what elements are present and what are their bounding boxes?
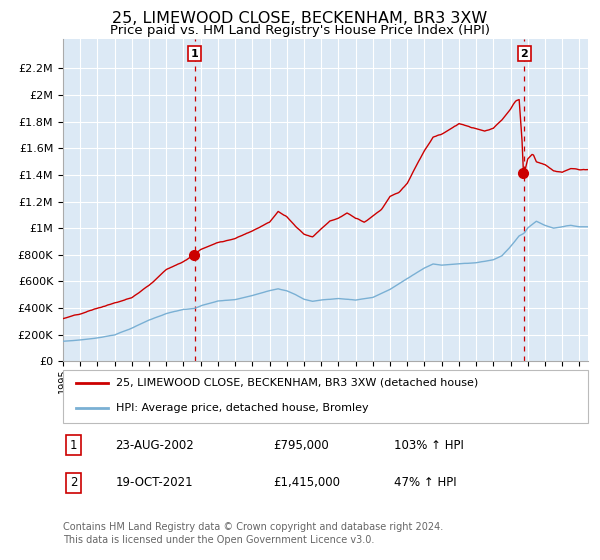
Text: £1,415,000: £1,415,000	[273, 477, 340, 489]
Text: Price paid vs. HM Land Registry's House Price Index (HPI): Price paid vs. HM Land Registry's House …	[110, 24, 490, 37]
Text: 25, LIMEWOOD CLOSE, BECKENHAM, BR3 3XW (detached house): 25, LIMEWOOD CLOSE, BECKENHAM, BR3 3XW (…	[115, 378, 478, 388]
Text: 103% ↑ HPI: 103% ↑ HPI	[394, 438, 464, 451]
FancyBboxPatch shape	[63, 370, 588, 423]
Text: 1: 1	[70, 438, 77, 451]
Text: 25, LIMEWOOD CLOSE, BECKENHAM, BR3 3XW: 25, LIMEWOOD CLOSE, BECKENHAM, BR3 3XW	[112, 11, 488, 26]
Text: 23-AUG-2002: 23-AUG-2002	[115, 438, 194, 451]
Text: £795,000: £795,000	[273, 438, 329, 451]
Text: 2: 2	[70, 477, 77, 489]
Text: Contains HM Land Registry data © Crown copyright and database right 2024.
This d: Contains HM Land Registry data © Crown c…	[63, 522, 443, 545]
Text: 1: 1	[191, 49, 199, 59]
Text: 2: 2	[520, 49, 528, 59]
Text: 19-OCT-2021: 19-OCT-2021	[115, 477, 193, 489]
Text: 47% ↑ HPI: 47% ↑ HPI	[394, 477, 457, 489]
Text: HPI: Average price, detached house, Bromley: HPI: Average price, detached house, Brom…	[115, 403, 368, 413]
